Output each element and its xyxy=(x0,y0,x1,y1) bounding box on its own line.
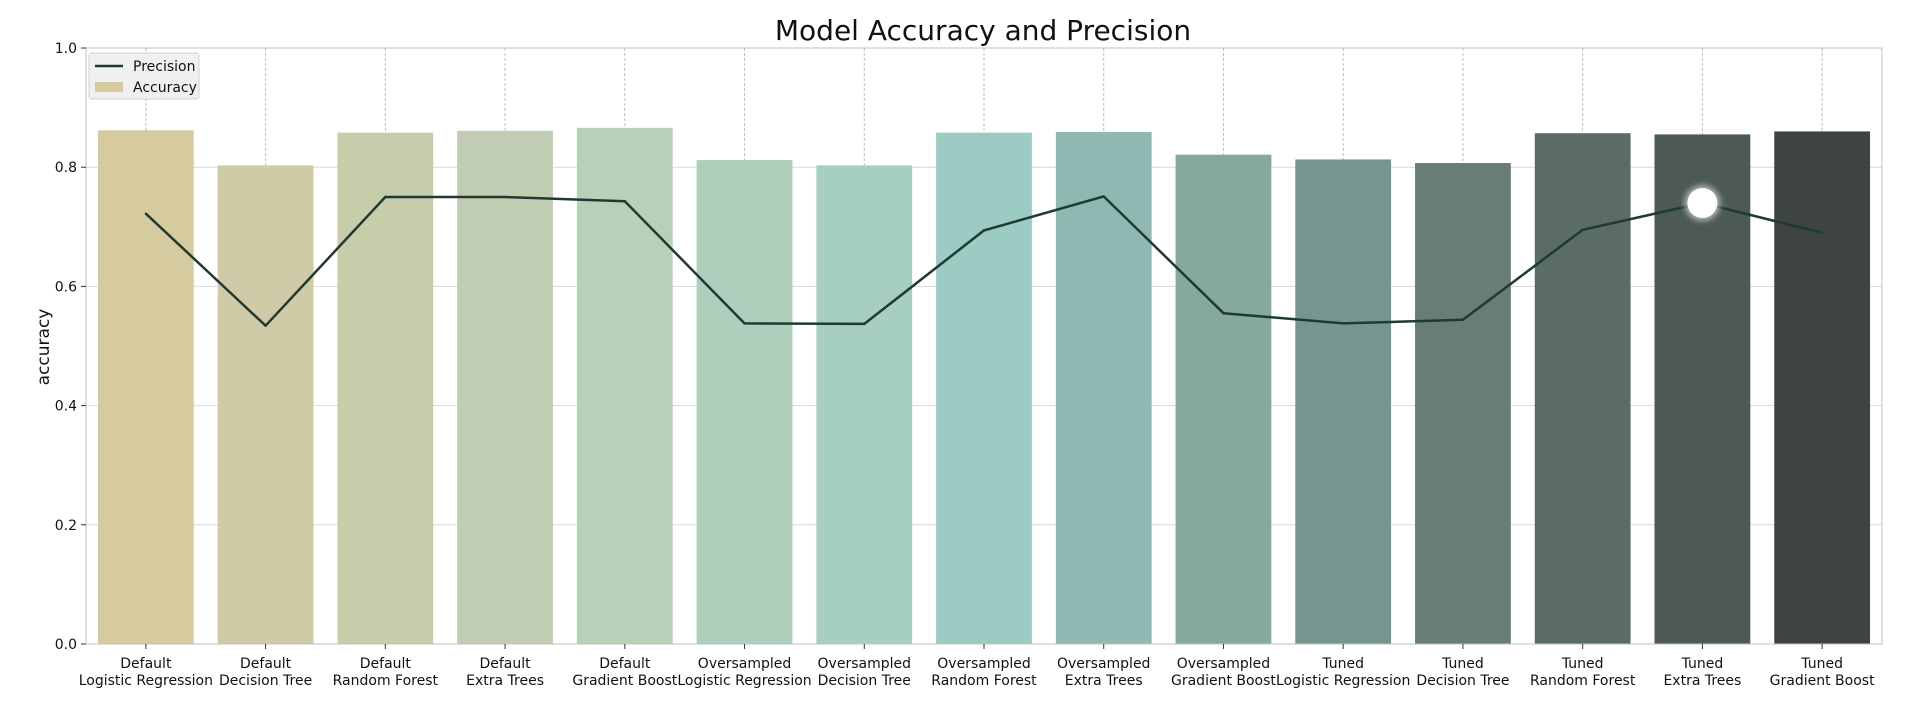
accuracy-bar xyxy=(1415,163,1511,644)
accuracy-bar xyxy=(816,165,913,645)
y-axis-label: accuracy xyxy=(34,309,54,386)
accuracy-bar xyxy=(1774,131,1871,644)
precision-point xyxy=(144,212,148,215)
x-tick-label: Default Extra Trees xyxy=(466,656,544,689)
precision-point xyxy=(1820,231,1824,234)
precision-point xyxy=(264,324,267,327)
x-tick-label: Oversampled Gradient Boost xyxy=(1171,656,1276,689)
x-tick-label: Oversampled Decision Tree xyxy=(818,656,911,689)
y-tick-label: 0.4 xyxy=(55,399,77,415)
legend-bar-swatch xyxy=(95,82,123,92)
y-tick-label: 0.8 xyxy=(55,160,77,176)
legend-label: Accuracy xyxy=(133,80,197,96)
x-tick-label: Default Logistic Regression xyxy=(79,656,213,689)
accuracy-bar xyxy=(1295,159,1392,644)
x-tick-label: Oversampled Logistic Regression xyxy=(677,656,811,689)
x-tick-label: Tuned Gradient Boost xyxy=(1770,656,1875,689)
highlight-marker xyxy=(1687,187,1718,218)
accuracy-bar xyxy=(1534,133,1631,644)
x-tick-label: Oversampled Random Forest xyxy=(931,656,1037,689)
highlight-group xyxy=(1684,184,1721,221)
accuracy-bar xyxy=(576,127,673,644)
x-tick-label: Default Decision Tree xyxy=(219,656,312,689)
x-tick-label: Tuned Random Forest xyxy=(1530,656,1636,689)
x-tick-label: Default Random Forest xyxy=(333,656,439,689)
accuracy-bar xyxy=(337,132,434,644)
x-tick-label: Tuned Logistic Regression xyxy=(1276,656,1410,689)
precision-point xyxy=(1461,318,1465,321)
accuracy-bar xyxy=(1055,132,1152,644)
precision-point xyxy=(743,322,746,325)
accuracy-bar xyxy=(217,165,314,645)
precision-point xyxy=(384,195,387,199)
precision-point xyxy=(1102,195,1105,198)
x-tick-label: Tuned Extra Trees xyxy=(1663,656,1741,689)
precision-point xyxy=(863,322,866,326)
precision-point xyxy=(1581,228,1584,231)
y-tick-label: 1.0 xyxy=(55,41,77,57)
accuracy-bar xyxy=(1175,154,1272,644)
precision-point xyxy=(1222,312,1225,315)
bars-group xyxy=(97,127,1871,645)
precision-point xyxy=(623,199,626,203)
accuracy-bar xyxy=(936,132,1032,644)
x-tick-label: Tuned Decision Tree xyxy=(1416,656,1509,689)
y-tick-label: 0.0 xyxy=(55,637,77,653)
x-tick-label: Oversampled Extra Trees xyxy=(1057,656,1150,689)
accuracy-bar xyxy=(457,130,553,644)
y-tick-labels: 0.0 0.2 0.4 0.6 0.8 1.0 xyxy=(55,41,86,653)
legend-label: Precision xyxy=(133,59,195,75)
y-tick-label: 0.6 xyxy=(55,279,77,295)
x-tick-label: Default Gradient Boost xyxy=(572,656,677,689)
y-tick-label: 0.2 xyxy=(55,518,77,534)
chart-title: Model Accuracy and Precision xyxy=(775,14,1191,47)
accuracy-bar xyxy=(696,160,793,644)
accuracy-bar xyxy=(97,130,194,645)
legend: Precision Accuracy xyxy=(88,52,200,100)
precision-line-group xyxy=(144,195,1824,327)
precision-point xyxy=(1342,322,1345,325)
precision-point xyxy=(982,229,986,232)
precision-point xyxy=(503,195,507,199)
